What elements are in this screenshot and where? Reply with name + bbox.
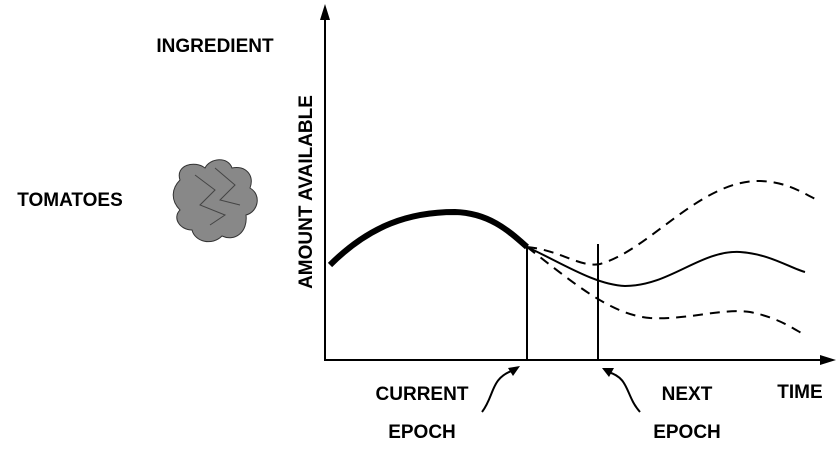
marker-label: CURRENT	[376, 384, 469, 405]
ingredient-name: TOMATOES	[17, 190, 123, 211]
x-axis-arrow	[820, 355, 836, 365]
marker-label: EPOCH	[653, 422, 721, 443]
next-epoch-leader	[608, 372, 640, 412]
x-axis-label: TIME	[777, 382, 822, 403]
ingredient-header: INGREDIENT	[156, 36, 274, 57]
current-epoch-leader	[482, 370, 514, 412]
diagram: INGREDIENT TOMATOES AMOUNT AVAILABLE TIM…	[0, 0, 837, 450]
history-curve	[330, 212, 527, 265]
forecast-lower	[527, 247, 805, 335]
y-axis-arrow	[320, 4, 330, 20]
marker-label: NEXT	[662, 384, 713, 405]
marker-label: EPOCH	[388, 422, 456, 443]
y-axis-label: AMOUNT AVAILABLE	[296, 95, 317, 289]
tomato-icon	[173, 160, 257, 242]
forecast-upper	[527, 181, 820, 265]
